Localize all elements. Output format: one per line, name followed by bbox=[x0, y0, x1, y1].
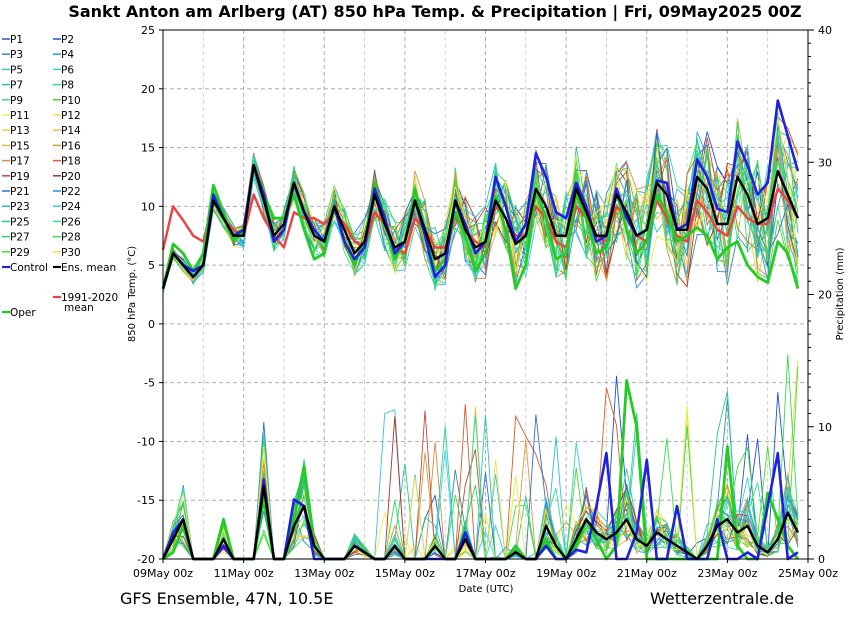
y-right-tick-label: 0 bbox=[818, 553, 825, 566]
x-tick-label: 25May 00z bbox=[778, 567, 838, 580]
legend-label-p22: P22 bbox=[61, 186, 81, 198]
y-left-tick-label: 0 bbox=[148, 318, 155, 331]
legend-label-p13: P13 bbox=[10, 125, 30, 137]
y-left-tick-label: 20 bbox=[141, 83, 155, 96]
legend-label-ens-mean: Ens. mean bbox=[61, 262, 116, 274]
legend-label-p30: P30 bbox=[61, 247, 81, 259]
chart-title: Sankt Anton am Arlberg (AT) 850 hPa Temp… bbox=[68, 2, 801, 22]
y-right-tick-label: 20 bbox=[818, 289, 832, 302]
y-right-tick-label: 30 bbox=[818, 156, 832, 169]
y-left-tick-label: 25 bbox=[141, 24, 155, 37]
x-tick-label: 17May 00z bbox=[455, 567, 515, 580]
legend-label-p26: P26 bbox=[61, 216, 81, 228]
legend-label-p19: P19 bbox=[10, 171, 30, 183]
legend-label-p4: P4 bbox=[61, 49, 74, 61]
legend-label-mean-cont: mean bbox=[64, 302, 94, 314]
x-tick-label: 23May 00z bbox=[697, 567, 757, 580]
y-right-label: Precipitation (mm) bbox=[835, 247, 846, 340]
legend-label-p15: P15 bbox=[10, 140, 30, 152]
legend-label-p9: P9 bbox=[10, 95, 23, 107]
legend-label-p21: P21 bbox=[10, 186, 30, 198]
series-temp-oper bbox=[161, 163, 800, 291]
y-left-tick-label: 10 bbox=[141, 200, 155, 213]
legend-label-p1: P1 bbox=[10, 34, 23, 46]
right-axis-ticks: 0 10 20 30 40 bbox=[808, 24, 832, 566]
legend-label-1991-2020: 1991-2020 bbox=[61, 292, 118, 304]
footer-source: Wetterzentrale.de bbox=[650, 589, 794, 608]
legend-label-p23: P23 bbox=[10, 201, 30, 213]
legend-label-p20: P20 bbox=[61, 171, 81, 183]
legend: P1 P2 P3 P4 P5 P6 P7 P8 P9 P10 P11 P12 P13 P14 P15 P16 P… bbox=[2, 34, 118, 319]
legend-label-control: Control bbox=[10, 262, 48, 274]
left-axis-ticks: -20 -15 -10 -5 0 5 10 15 20 25 bbox=[137, 24, 163, 566]
legend-label-p2: P2 bbox=[61, 34, 74, 46]
legend-label-p25: P25 bbox=[10, 216, 30, 228]
x-axis-ticks: 09May 00z 11May 00z 13May 00z 15May 00z 17Ma… bbox=[133, 559, 838, 580]
x-tick-label: 13May 00z bbox=[294, 567, 354, 580]
x-tick-label: 09May 00z bbox=[133, 567, 193, 580]
legend-label-p10: P10 bbox=[61, 95, 81, 107]
y-left-tick-label: 5 bbox=[148, 259, 155, 272]
legend-label-p8: P8 bbox=[61, 80, 74, 92]
footer-model: GFS Ensemble, 47N, 10.5E bbox=[120, 589, 333, 608]
y-left-tick-label: 15 bbox=[141, 142, 155, 155]
x-tick-label: 21May 00z bbox=[617, 567, 677, 580]
y-right-tick-label: 40 bbox=[818, 24, 832, 37]
x-tick-label: 15May 00z bbox=[375, 567, 435, 580]
x-axis-label: Date (UTC) bbox=[459, 584, 514, 595]
member-precip-p30 bbox=[162, 405, 799, 561]
legend-label-p12: P12 bbox=[61, 110, 81, 122]
legend-label-p27: P27 bbox=[10, 232, 30, 244]
legend-label-p24: P24 bbox=[61, 201, 81, 213]
legend-label-p5: P5 bbox=[10, 64, 23, 76]
legend-label-p6: P6 bbox=[61, 64, 74, 76]
legend-label-p7: P7 bbox=[10, 80, 23, 92]
legend-label-oper: Oper bbox=[10, 307, 36, 319]
legend-label-p14: P14 bbox=[61, 125, 81, 137]
y-left-tick-label: -5 bbox=[144, 377, 155, 390]
legend-label-p11: P11 bbox=[10, 110, 30, 122]
legend-label-p3: P3 bbox=[10, 49, 23, 61]
legend-label-p28: P28 bbox=[61, 232, 81, 244]
x-tick-label: 11May 00z bbox=[214, 567, 274, 580]
x-tick-label: 19May 00z bbox=[536, 567, 596, 580]
y-left-tick-label: -15 bbox=[137, 494, 155, 507]
legend-label-p16: P16 bbox=[61, 140, 81, 152]
legend-label-p29: P29 bbox=[10, 247, 30, 259]
series-temp-ens-mean bbox=[161, 163, 800, 289]
y-right-tick-label: 10 bbox=[818, 421, 832, 434]
legend-label-p18: P18 bbox=[61, 156, 81, 168]
member-temp-p27 bbox=[162, 122, 799, 294]
y-left-tick-label: -20 bbox=[137, 553, 155, 566]
y-left-label: 850 hPa Temp. (°C) bbox=[127, 246, 138, 342]
legend-label-p17: P17 bbox=[10, 156, 30, 168]
y-left-tick-label: -10 bbox=[137, 435, 155, 448]
